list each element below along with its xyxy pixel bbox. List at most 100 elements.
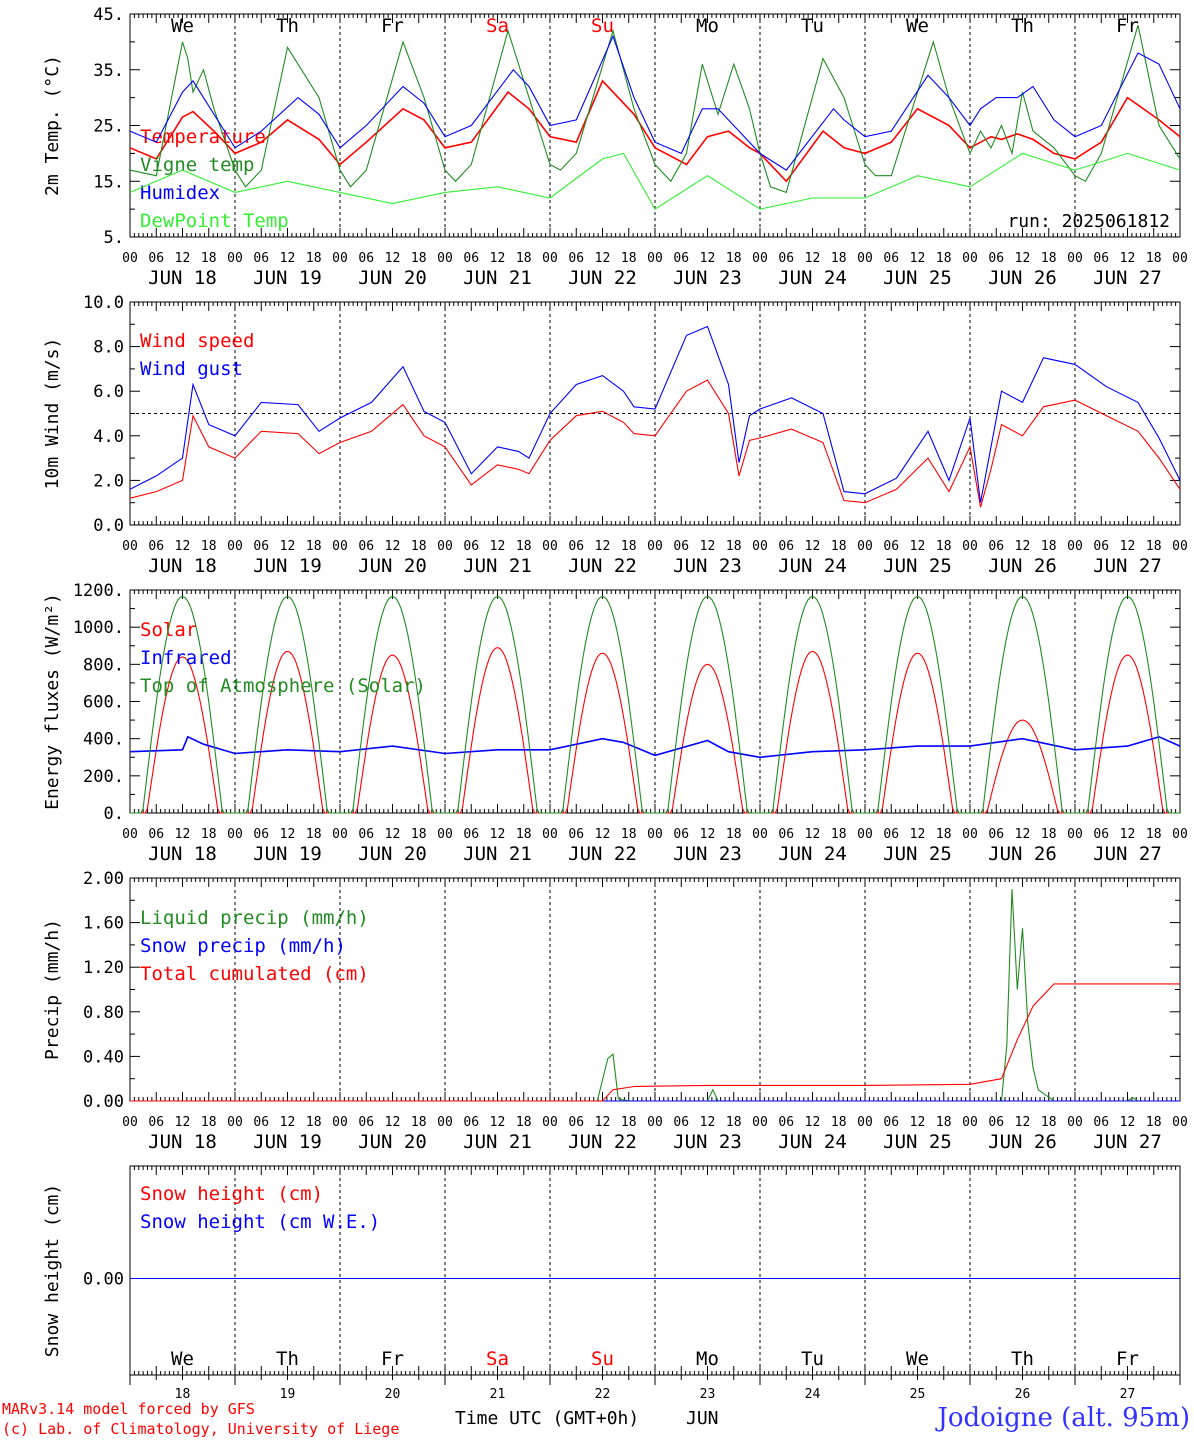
hour-label: 12 xyxy=(910,1115,926,1130)
hour-label: 00 xyxy=(857,539,873,554)
hour-label: 12 xyxy=(1120,539,1136,554)
y-tick-label: 1.60 xyxy=(83,914,124,934)
hour-label: 06 xyxy=(148,827,164,842)
y-axis-title: 10m Wind (m/s) xyxy=(42,338,63,490)
date-label: JUN 21 xyxy=(463,843,532,865)
hour-label: 00 xyxy=(647,1115,663,1130)
hour-label: 12 xyxy=(490,539,506,554)
hour-label: 00 xyxy=(332,539,348,554)
hour-label: 06 xyxy=(253,251,269,266)
hour-label: 12 xyxy=(805,539,821,554)
hour-label: 00 xyxy=(227,251,243,266)
hour-label: 12 xyxy=(385,827,401,842)
hour-label: 00 xyxy=(332,1115,348,1130)
series-line-vigne-temp xyxy=(129,25,1181,194)
hour-label: 12 xyxy=(805,1115,821,1130)
hour-label: 00 xyxy=(647,539,663,554)
hour-label: 06 xyxy=(148,539,164,554)
date-label: JUN 24 xyxy=(778,267,847,289)
hour-label: 06 xyxy=(568,827,584,842)
hour-label: 18 xyxy=(831,251,847,266)
hour-label: 18 xyxy=(726,827,742,842)
hour-label: 18 xyxy=(1041,827,1057,842)
hour-label: 18 xyxy=(516,539,532,554)
time-axis-label: Time UTC (GMT+0h) xyxy=(455,1408,639,1429)
y-tick-label: 2.00 xyxy=(83,869,124,889)
hour-label: 00 xyxy=(1067,251,1083,266)
hour-label: 00 xyxy=(542,827,558,842)
hour-label: 12 xyxy=(385,539,401,554)
weekday-label: Fr xyxy=(381,15,404,37)
hour-label: 12 xyxy=(700,827,716,842)
legend-entry: Humidex xyxy=(140,182,220,204)
day-number-label: 24 xyxy=(805,1387,821,1402)
hour-label: 18 xyxy=(411,251,427,266)
date-label: JUN 24 xyxy=(778,843,847,865)
hour-label: 06 xyxy=(988,539,1004,554)
series-line-total-cumulated-cm- xyxy=(130,983,1180,1102)
legend-entry: Wind speed xyxy=(140,330,254,352)
y-tick-label: 35. xyxy=(93,61,124,81)
hour-label: 00 xyxy=(437,1115,453,1130)
hour-label: 12 xyxy=(805,251,821,266)
hour-label: 06 xyxy=(253,827,269,842)
hour-label: 12 xyxy=(280,251,296,266)
hour-label: 12 xyxy=(175,251,191,266)
hour-label: 12 xyxy=(280,827,296,842)
date-label: JUN 23 xyxy=(673,267,742,289)
hour-label: 12 xyxy=(1015,251,1031,266)
date-label: JUN 23 xyxy=(673,1131,742,1153)
hour-label: 18 xyxy=(936,827,952,842)
hour-label: 00 xyxy=(647,827,663,842)
date-label: JUN 23 xyxy=(673,843,742,865)
hour-label: 00 xyxy=(437,539,453,554)
hour-label: 06 xyxy=(463,539,479,554)
hour-label: 00 xyxy=(647,251,663,266)
hour-label: 18 xyxy=(201,251,217,266)
hour-label: 06 xyxy=(358,827,374,842)
date-label: JUN 25 xyxy=(883,1131,952,1153)
hour-label: 06 xyxy=(883,1115,899,1130)
hour-label: 18 xyxy=(726,1115,742,1130)
y-tick-label: 4.0 xyxy=(93,427,124,447)
date-label: JUN 18 xyxy=(148,267,217,289)
weekday-label: Tu xyxy=(801,15,824,37)
y-tick-label: 2.0 xyxy=(93,471,124,491)
weekday-label: We xyxy=(171,15,194,37)
hour-label: 06 xyxy=(358,1115,374,1130)
weekday-label: Th xyxy=(276,15,299,37)
date-label: JUN 26 xyxy=(988,1131,1057,1153)
hour-label: 18 xyxy=(831,539,847,554)
hour-label: 18 xyxy=(516,1115,532,1130)
hour-label: 00 xyxy=(227,827,243,842)
hour-label: 18 xyxy=(411,1115,427,1130)
weekday-label: Mo xyxy=(696,1348,719,1370)
hour-label: 18 xyxy=(1041,251,1057,266)
hour-label: 12 xyxy=(1120,1115,1136,1130)
plot-frame xyxy=(129,589,1181,814)
y-tick-label: 45. xyxy=(93,5,124,25)
y-tick-label: 25. xyxy=(93,117,124,137)
hour-label: 18 xyxy=(411,827,427,842)
weekday-label: Th xyxy=(1011,15,1034,37)
date-label: JUN 27 xyxy=(1093,1131,1162,1153)
hour-label: 00 xyxy=(1172,539,1188,554)
hour-label: 18 xyxy=(1146,539,1162,554)
hour-label: 06 xyxy=(883,251,899,266)
hour-label: 18 xyxy=(1041,1115,1057,1130)
legend-entry: Liquid precip (mm/h) xyxy=(140,907,369,929)
hour-label: 06 xyxy=(988,251,1004,266)
hour-label: 12 xyxy=(910,251,926,266)
hour-label: 12 xyxy=(1015,827,1031,842)
date-label: JUN 21 xyxy=(463,1131,532,1153)
hour-label: 06 xyxy=(463,1115,479,1130)
hour-label: 00 xyxy=(122,539,138,554)
hour-label: 18 xyxy=(621,251,637,266)
hour-label: 00 xyxy=(437,251,453,266)
date-label: JUN 22 xyxy=(568,267,637,289)
weekday-label: We xyxy=(171,1348,194,1370)
y-tick-label: 5. xyxy=(104,228,124,248)
hour-label: 18 xyxy=(1146,251,1162,266)
